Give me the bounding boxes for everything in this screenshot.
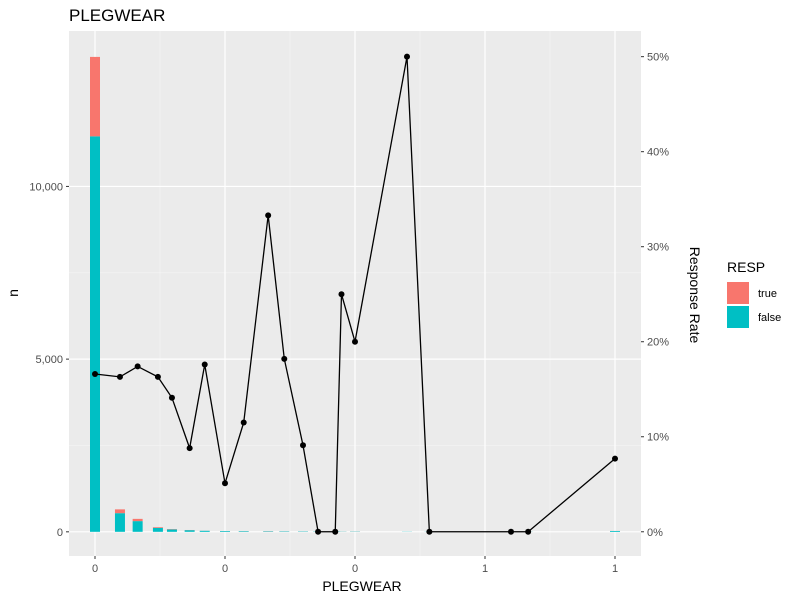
response-rate-point	[300, 442, 306, 449]
legend-title: RESP	[727, 259, 765, 275]
x-tick-label: 0	[222, 563, 228, 575]
y2-tick-label: 40%	[647, 147, 669, 159]
bar-true	[90, 56, 100, 137]
response-rate-point	[426, 528, 433, 535]
response-rate-point	[612, 455, 618, 462]
y2-axis-title: Response Rate	[687, 247, 703, 344]
response-rate-series	[92, 53, 618, 535]
y2-tick-label: 30%	[647, 242, 669, 254]
response-rate-point	[315, 528, 322, 535]
bar-false	[132, 521, 143, 532]
bar-false	[220, 531, 230, 532]
legend-swatch-true	[727, 282, 749, 304]
response-rate-point	[186, 445, 193, 452]
response-rate-point	[134, 363, 141, 370]
response-rate-point	[281, 355, 288, 362]
axes: 0 5,000 10,000 0% 10% 20% 30% 40% 50% 0 0 0 1 1	[29, 52, 669, 575]
x-tick-label: 1	[482, 563, 488, 575]
bar-false	[166, 529, 177, 532]
bar-false	[199, 530, 210, 532]
response-rate-point	[338, 291, 345, 298]
legend-swatch-false	[727, 306, 749, 328]
y2-tick-label: 0%	[647, 527, 663, 539]
legend: RESP true false	[727, 259, 781, 328]
y2-tick-label: 50%	[647, 52, 669, 64]
y-axis-title: n	[5, 289, 21, 297]
response-rate-point	[508, 528, 514, 535]
response-rate-point	[116, 373, 123, 380]
bar-false	[114, 513, 125, 532]
y-tick-label: 0	[57, 527, 63, 539]
bar-true	[132, 518, 143, 522]
x-tick-label: 1	[612, 563, 618, 575]
bar-false	[90, 136, 100, 532]
response-rate-point	[525, 528, 532, 535]
response-rate-point	[240, 419, 247, 426]
bar-true	[114, 509, 125, 514]
bar-false	[152, 527, 163, 532]
legend-label-true: true	[758, 288, 777, 300]
chart-title: PLEGWEAR	[69, 6, 165, 25]
bar-false	[238, 531, 249, 532]
response-rate-point	[404, 53, 410, 60]
y2-tick-label: 20%	[647, 337, 669, 349]
x-axis-title: PLEGWEAR	[322, 578, 401, 594]
response-rate-point	[222, 480, 228, 487]
response-rate-point	[332, 528, 339, 535]
response-rate-point	[201, 361, 208, 368]
y-tick-label: 10,000	[29, 181, 63, 193]
y2-tick-label: 10%	[647, 432, 669, 444]
response-rate-point	[92, 371, 98, 378]
response-rate-point	[352, 338, 358, 345]
response-rate-point	[265, 212, 272, 219]
bar-false	[184, 530, 195, 532]
response-rate-point	[154, 373, 161, 380]
legend-label-false: false	[758, 312, 781, 324]
x-tick-label: 0	[92, 563, 98, 575]
bar-false	[610, 530, 620, 532]
y-tick-label: 5,000	[35, 354, 63, 366]
bars	[90, 56, 620, 532]
bar-true	[152, 527, 163, 528]
x-tick-label: 0	[352, 563, 358, 575]
response-rate-point	[168, 394, 175, 401]
